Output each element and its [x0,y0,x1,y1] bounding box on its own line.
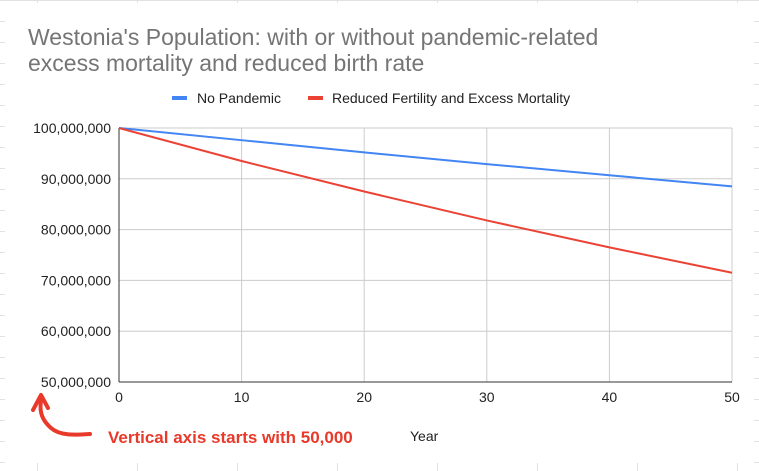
x-tick-label: 50 [724,389,740,405]
legend-label-reduced: Reduced Fertility and Excess Mortality [332,90,570,106]
series-lines [118,127,733,274]
annotation-text: Vertical axis starts with 50,000 [108,428,353,447]
x-tick-label: 10 [234,389,250,405]
curved-arrow-icon [38,399,92,437]
legend: No Pandemic Reduced Fertility and Excess… [172,90,570,106]
chart-title: Westonia's Population: with or without p… [28,24,728,76]
x-tick-label: 20 [356,389,372,405]
chart-title-line-1: Westonia's Population: with or without p… [28,24,599,50]
x-tick-label: 0 [115,389,123,405]
series-line-no-pandemic [118,127,733,188]
y-tick-label: 60,000,000 [41,323,111,339]
y-tick-label: 70,000,000 [41,272,111,288]
y-axis-ticks: 50,000,000 60,000,000 70,000,000 80,000,000… [33,120,111,390]
x-axis-ticks: 0 10 20 30 40 50 [115,389,740,405]
y-tick-label: 90,000,000 [41,171,111,187]
legend-label-no-pandemic: No Pandemic [197,90,281,106]
chart-title-line-2: excess mortality and reduced birth rate [28,50,425,76]
arrowhead-icon [31,393,50,412]
y-tick-label: 50,000,000 [41,374,111,390]
annotation: Vertical axis starts with 50,000 [31,393,353,447]
y-tick-label: 100,000,000 [33,120,111,136]
chart-card[interactable]: Westonia's Population: with or without p… [5,3,754,463]
y-tick-label: 80,000,000 [41,222,111,238]
x-axis-title: Year [410,428,439,444]
x-tick-label: 30 [479,389,495,405]
gridlines [119,127,733,383]
x-tick-label: 40 [602,389,618,405]
line-chart: 50,000,000 60,000,000 70,000,000 80,000,000… [31,90,740,447]
series-line-reduced [118,127,733,274]
